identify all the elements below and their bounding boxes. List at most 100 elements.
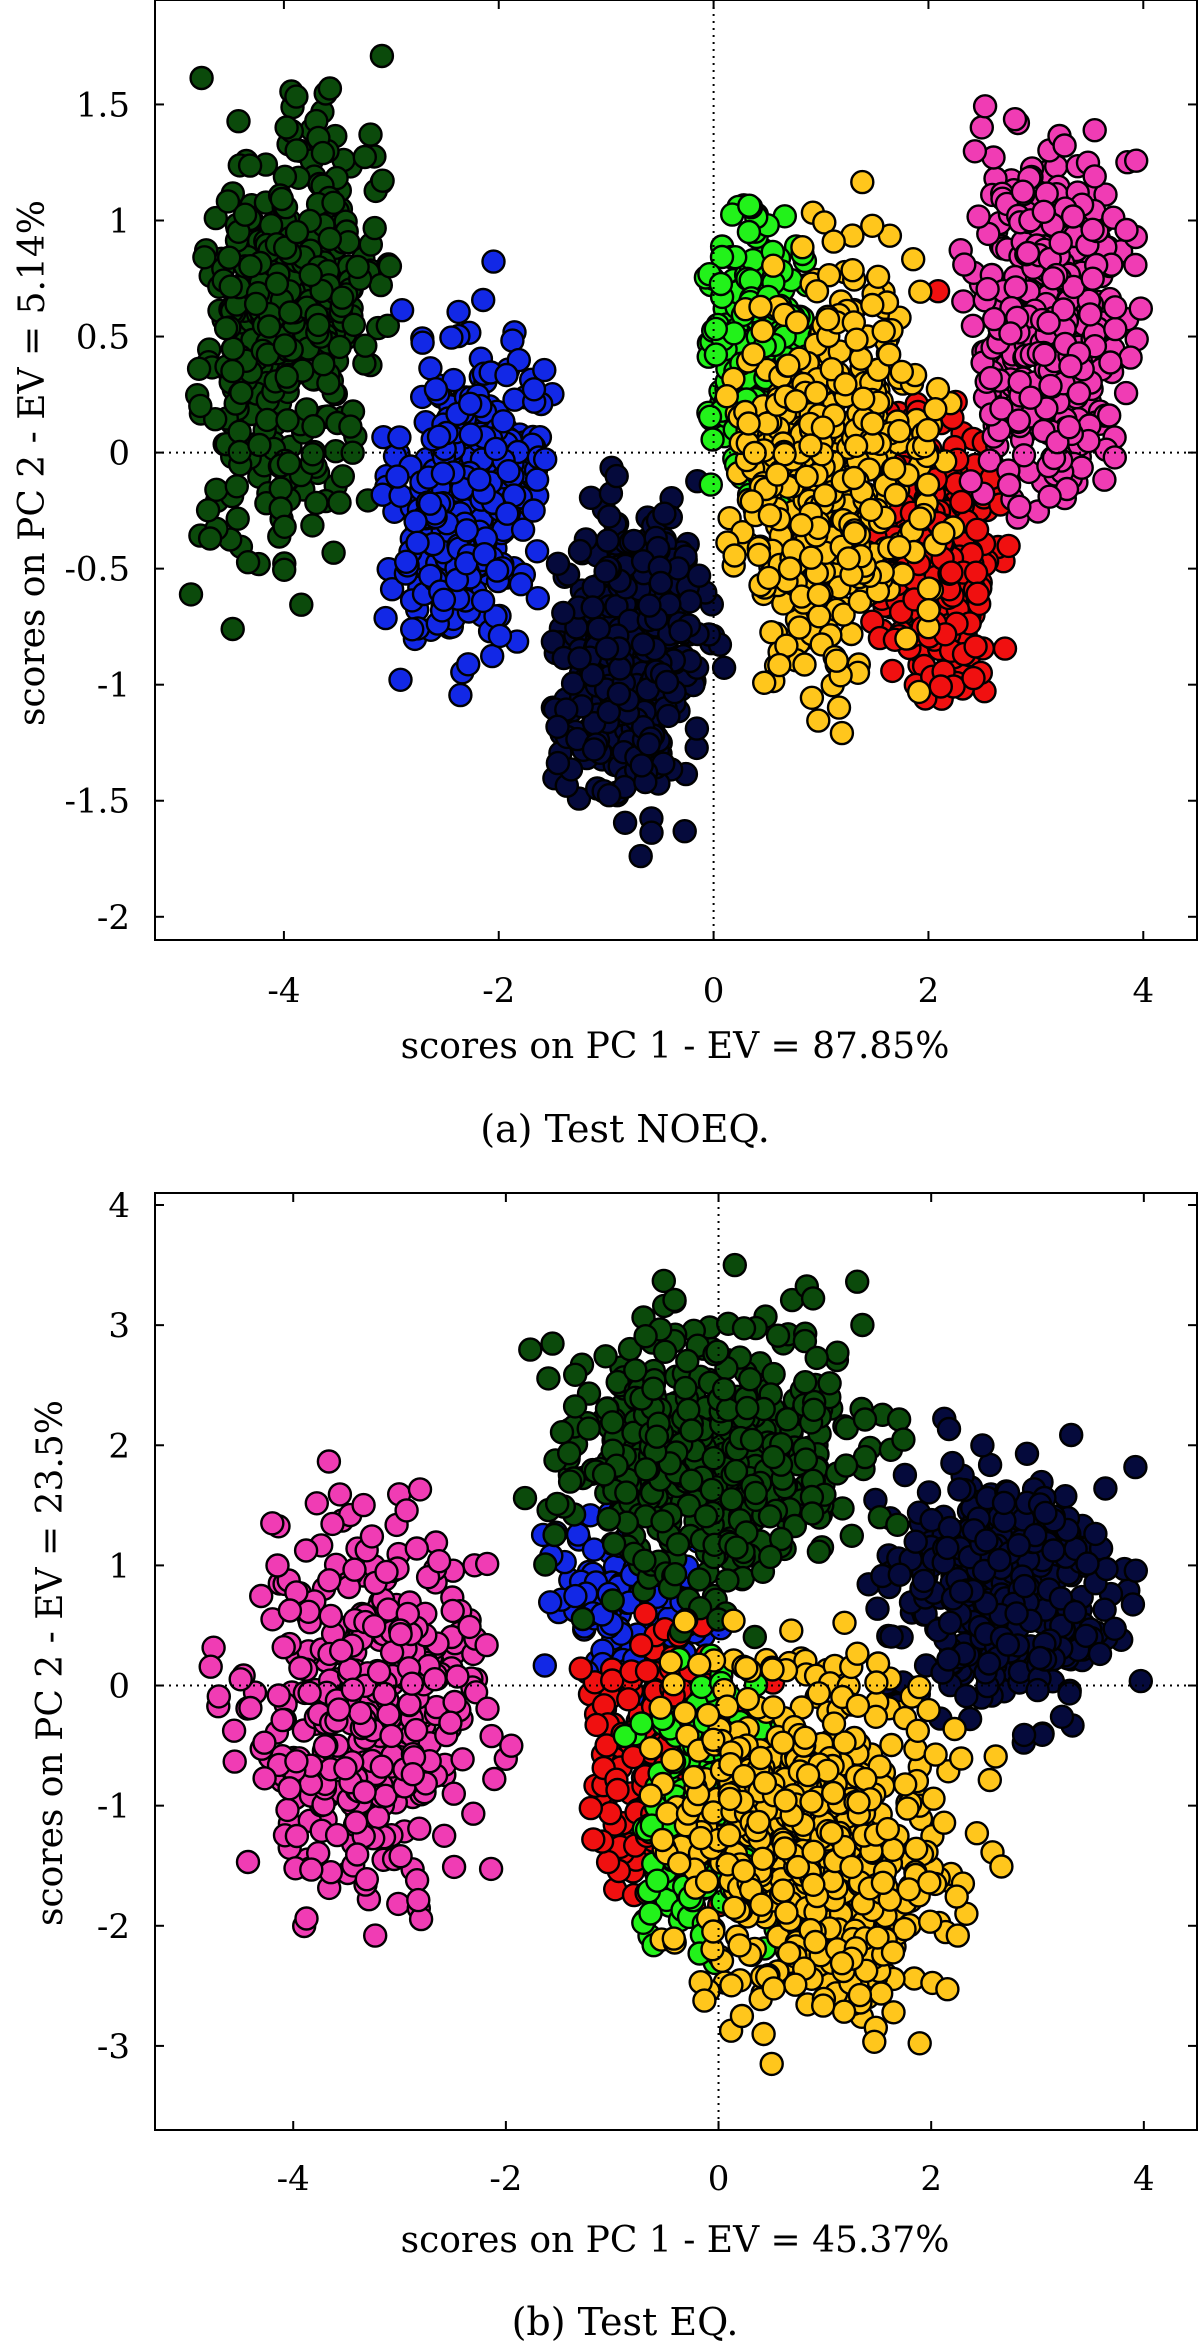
point bbox=[358, 122, 383, 147]
point bbox=[790, 234, 815, 260]
point bbox=[353, 333, 378, 358]
point bbox=[597, 504, 622, 529]
panel-a-scatter-chart: -4 -2 0 2 4-2-1.5-1-0.500.511.5 scores on PC… bbox=[12, 0, 1198, 1151]
point bbox=[256, 314, 282, 339]
point bbox=[188, 393, 213, 419]
point bbox=[1128, 296, 1154, 321]
point bbox=[306, 312, 331, 338]
point bbox=[722, 1252, 747, 1278]
point bbox=[343, 1810, 369, 1835]
point bbox=[321, 190, 346, 216]
x-tick-label: 0 bbox=[703, 971, 725, 1011]
point bbox=[687, 1567, 712, 1592]
point bbox=[399, 1671, 425, 1696]
point bbox=[987, 1547, 1012, 1573]
point bbox=[908, 279, 933, 304]
point bbox=[542, 1522, 567, 1548]
point bbox=[761, 1444, 786, 1470]
point bbox=[563, 1362, 588, 1388]
point bbox=[342, 1557, 367, 1582]
point bbox=[369, 1754, 394, 1779]
point bbox=[491, 409, 516, 434]
point bbox=[301, 414, 326, 439]
point bbox=[879, 1624, 904, 1649]
point bbox=[729, 2003, 755, 2029]
point bbox=[954, 1683, 979, 1709]
point bbox=[578, 1795, 603, 1821]
point bbox=[1006, 1532, 1031, 1558]
point bbox=[806, 708, 831, 733]
point bbox=[288, 1655, 313, 1681]
point bbox=[672, 1609, 697, 1634]
point bbox=[736, 411, 761, 436]
point bbox=[580, 595, 605, 620]
point bbox=[616, 1687, 641, 1712]
series-pink bbox=[198, 1449, 524, 1948]
point bbox=[714, 384, 739, 409]
point bbox=[225, 506, 250, 531]
point bbox=[715, 1568, 740, 1593]
point bbox=[908, 506, 933, 531]
point bbox=[431, 587, 457, 612]
point bbox=[275, 408, 300, 433]
point bbox=[977, 1767, 1002, 1793]
point bbox=[1052, 133, 1077, 158]
point bbox=[404, 1867, 430, 1893]
point bbox=[578, 485, 604, 510]
point bbox=[1098, 350, 1123, 375]
point bbox=[963, 634, 988, 659]
point bbox=[784, 310, 810, 335]
point bbox=[369, 43, 395, 69]
point bbox=[925, 376, 951, 402]
x-tick-label: -2 bbox=[482, 971, 515, 1011]
point bbox=[562, 1394, 588, 1419]
x-tick-label: -4 bbox=[267, 971, 300, 1011]
point bbox=[887, 534, 912, 560]
point bbox=[521, 377, 547, 402]
point bbox=[964, 517, 990, 542]
point bbox=[1128, 1668, 1154, 1694]
point bbox=[648, 570, 673, 596]
point bbox=[508, 572, 534, 597]
point bbox=[939, 560, 964, 585]
point bbox=[362, 1613, 387, 1639]
point bbox=[178, 582, 204, 607]
point bbox=[467, 467, 492, 492]
point bbox=[1083, 1521, 1108, 1547]
point bbox=[581, 1537, 607, 1562]
point bbox=[333, 1756, 358, 1781]
point bbox=[198, 1654, 223, 1679]
point bbox=[1056, 415, 1082, 440]
point bbox=[935, 1535, 960, 1561]
point bbox=[521, 498, 546, 523]
point bbox=[711, 655, 737, 680]
point bbox=[422, 1666, 447, 1692]
point bbox=[748, 294, 773, 320]
point bbox=[800, 1501, 825, 1526]
point bbox=[221, 1718, 247, 1743]
point bbox=[426, 1548, 452, 1574]
point bbox=[684, 716, 710, 741]
point bbox=[963, 560, 989, 585]
point bbox=[300, 513, 325, 538]
point bbox=[272, 514, 297, 539]
point bbox=[1102, 445, 1128, 470]
point bbox=[970, 1433, 995, 1458]
point bbox=[1058, 1422, 1084, 1448]
point bbox=[376, 1702, 401, 1727]
point bbox=[665, 1532, 691, 1557]
point bbox=[840, 258, 865, 283]
point bbox=[471, 287, 496, 313]
point bbox=[966, 204, 991, 229]
point bbox=[708, 271, 734, 297]
point bbox=[916, 1697, 941, 1723]
point bbox=[387, 425, 412, 450]
point bbox=[604, 463, 629, 489]
point bbox=[903, 1529, 928, 1554]
point bbox=[668, 619, 693, 644]
point bbox=[483, 436, 509, 462]
point bbox=[887, 418, 912, 444]
point bbox=[545, 551, 571, 576]
point bbox=[961, 665, 986, 691]
point bbox=[1123, 252, 1148, 278]
